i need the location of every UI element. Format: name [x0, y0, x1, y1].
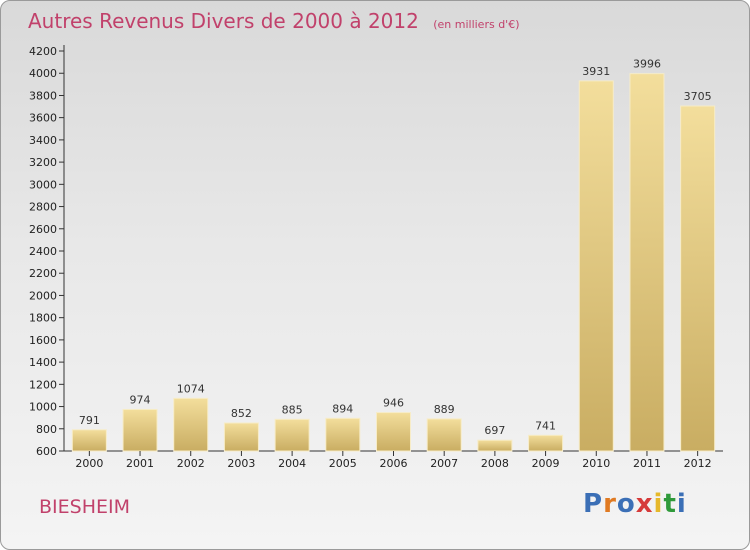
bar [528, 434, 564, 452]
x-tick-label: 2009 [532, 457, 560, 470]
bar [325, 417, 361, 452]
logo-letter: t [663, 489, 677, 519]
x-tick-label: 2003 [227, 457, 255, 470]
bar [426, 418, 462, 452]
y-tick-label: 2800 [29, 201, 57, 214]
bar [376, 412, 411, 452]
bar [173, 397, 209, 452]
y-tick-label: 4200 [29, 45, 57, 58]
bar-value-label: 946 [383, 397, 404, 410]
logo-letter: i [653, 489, 664, 519]
bar-value-label: 889 [434, 403, 455, 416]
bar-value-label: 3705 [684, 90, 712, 103]
bar-value-label: 3996 [633, 58, 661, 71]
bar-value-label: 697 [484, 424, 505, 437]
chart-title-text: Autres Revenus Divers de 2000 à 2012 [28, 9, 419, 33]
bar-value-label: 3931 [582, 65, 610, 78]
proxiti-logo: Proxiti [583, 489, 687, 519]
y-tick-label: 1800 [29, 312, 57, 325]
bar-value-label: 974 [130, 393, 151, 406]
logo-letter: x [635, 489, 654, 519]
y-tick-label: 600 [36, 445, 57, 458]
bar-value-label: 1074 [177, 382, 205, 395]
bar-value-label: 791 [79, 414, 100, 427]
bar-value-label: 885 [282, 403, 303, 416]
bar [680, 105, 716, 452]
bar-value-label: 852 [231, 407, 252, 420]
x-tick-label: 2007 [430, 457, 458, 470]
x-tick-label: 2004 [278, 457, 306, 470]
x-tick-label: 2005 [329, 457, 357, 470]
x-tick-label: 2002 [177, 457, 205, 470]
y-tick-label: 1000 [29, 401, 57, 414]
y-tick-label: 3600 [29, 112, 57, 125]
chart-title: Autres Revenus Divers de 2000 à 2012 (en… [28, 9, 520, 33]
y-tick-label: 4000 [29, 67, 57, 80]
bar-value-label: 894 [332, 402, 353, 415]
logo-letter: i [676, 489, 687, 519]
y-tick-label: 2200 [29, 267, 57, 280]
y-tick-label: 1400 [29, 356, 57, 369]
logo-letter: o [616, 489, 636, 519]
y-tick-label: 1200 [29, 378, 57, 391]
y-tick-label: 3200 [29, 156, 57, 169]
place-name: BIESHEIM [39, 496, 130, 518]
y-tick-label: 2000 [29, 289, 57, 302]
y-tick-label: 2400 [29, 245, 57, 258]
logo-letter: r [603, 489, 617, 519]
bar-value-label: 741 [535, 419, 556, 432]
bar [477, 439, 513, 452]
x-tick-label: 2001 [126, 457, 154, 470]
x-tick-label: 2011 [633, 457, 661, 470]
chart-title-unit: (en milliers d'€) [433, 18, 520, 31]
x-tick-label: 2000 [75, 457, 103, 470]
y-tick-label: 2600 [29, 223, 57, 236]
y-tick-label: 3000 [29, 178, 57, 191]
x-tick-label: 2010 [582, 457, 610, 470]
bar [122, 408, 158, 452]
bar [274, 418, 310, 452]
y-tick-label: 3400 [29, 134, 57, 147]
logo-letter: P [583, 489, 604, 519]
bar [223, 422, 259, 452]
bar [71, 429, 107, 452]
x-tick-label: 2012 [684, 457, 712, 470]
y-tick-label: 3800 [29, 89, 57, 102]
x-tick-label: 2008 [481, 457, 509, 470]
x-tick-label: 2006 [380, 457, 408, 470]
y-tick-label: 800 [36, 423, 57, 436]
bar [578, 80, 614, 452]
bar [629, 73, 665, 452]
y-tick-label: 1600 [29, 334, 57, 347]
